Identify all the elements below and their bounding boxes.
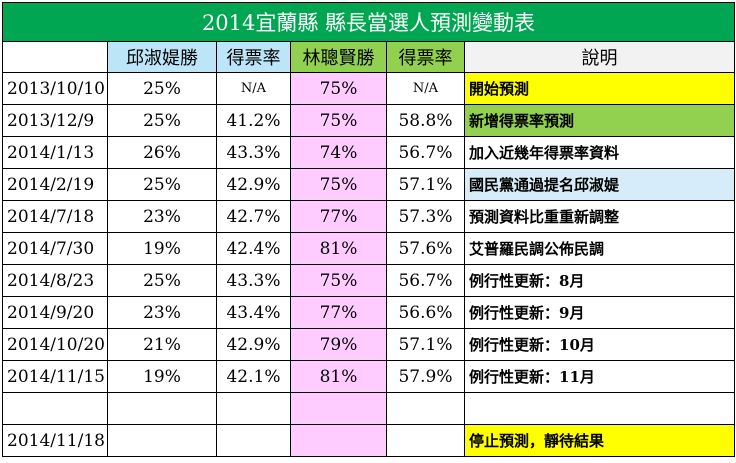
row-rate-b: 57.3% — [386, 200, 465, 233]
header-date — [2, 41, 108, 73]
table-row: 2014/7/18 23% 42.7% 77% 57.3% 預測資料比重重新調整 — [2, 200, 735, 233]
row-candidate-a: 25% — [107, 72, 217, 105]
row-rate-a — [216, 424, 291, 457]
row-candidate-a: 19% — [107, 232, 217, 265]
row-rate-b: 57.1% — [386, 328, 465, 361]
row-note: 停止預測，靜待結果 — [464, 424, 735, 457]
row-rate-a: N/A — [216, 72, 291, 105]
row-date: 2014/11/15 — [2, 360, 108, 393]
row-candidate-b: 81% — [290, 360, 387, 393]
row-candidate-a: 26% — [107, 136, 217, 169]
row-rate-b: N/A — [386, 72, 465, 105]
row-candidate-a: 23% — [107, 200, 217, 233]
table-title: 2014宜蘭縣 縣長當選人預測變動表 — [2, 2, 735, 42]
row-candidate-a — [107, 424, 217, 457]
table-row: 2014/10/20 21% 42.9% 79% 57.1% 例行性更新：10月 — [2, 328, 735, 361]
row-date: 2014/8/23 — [2, 264, 108, 297]
row-note: 例行性更新：8月 — [464, 264, 735, 297]
row-note: 例行性更新：11月 — [464, 360, 735, 393]
row-date: 2013/12/9 — [2, 104, 108, 137]
row-date: 2014/7/30 — [2, 232, 108, 265]
row-candidate-a: 21% — [107, 328, 217, 361]
row-rate-b: 57.6% — [386, 232, 465, 265]
header-candidate-a: 邱淑媞勝 — [107, 41, 217, 73]
row-rate-b: 57.1% — [386, 168, 465, 201]
row-note: 預測資料比重重新調整 — [464, 200, 735, 233]
row-rate-a: 43.3% — [216, 136, 291, 169]
row-note: 國民黨通過提名邱淑媞 — [464, 168, 735, 201]
row-date: 2013/10/10 — [2, 72, 108, 105]
row-candidate-b: 77% — [290, 200, 387, 233]
row-candidate-b: 75% — [290, 264, 387, 297]
table-row: 2013/12/9 25% 41.2% 75% 58.8% 新增得票率預測 — [2, 104, 735, 137]
row-date: 2014/10/20 — [2, 328, 108, 361]
row-rate-b: 56.7% — [386, 136, 465, 169]
row-rate-a: 42.7% — [216, 200, 291, 233]
row-rate-a: 43.4% — [216, 296, 291, 329]
row-candidate-a — [107, 392, 217, 425]
row-date: 2014/11/18 — [2, 424, 108, 457]
row-rate-a: 42.1% — [216, 360, 291, 393]
row-rate-a: 42.9% — [216, 328, 291, 361]
row-date: 2014/7/18 — [2, 200, 108, 233]
table-row: 2014/11/18 停止預測，靜待結果 — [2, 424, 735, 457]
row-rate-b: 57.9% — [386, 360, 465, 393]
table-row: 2014/2/19 25% 42.9% 75% 57.1% 國民黨通過提名邱淑媞 — [2, 168, 735, 201]
row-candidate-a: 25% — [107, 168, 217, 201]
table-row: 2014/8/23 25% 43.3% 75% 56.7% 例行性更新：8月 — [2, 264, 735, 297]
header-candidate-b: 林聰賢勝 — [290, 41, 387, 73]
table-row: 2014/7/30 19% 42.4% 81% 57.6% 艾普羅民調公佈民調 — [2, 232, 735, 265]
row-note: 新增得票率預測 — [464, 104, 735, 137]
row-candidate-a: 23% — [107, 296, 217, 329]
header-notes: 說明 — [464, 41, 735, 73]
row-rate-b: 56.6% — [386, 296, 465, 329]
table-row: 2014/9/20 23% 43.4% 77% 56.6% 例行性更新：9月 — [2, 296, 735, 329]
row-date: 2014/1/13 — [2, 136, 108, 169]
row-candidate-b: 74% — [290, 136, 387, 169]
row-rate-b — [386, 424, 465, 457]
row-rate-b — [386, 392, 465, 425]
row-candidate-b: 75% — [290, 104, 387, 137]
table-body: 2013/10/10 25% N/A 75% N/A 開始預測 2013/12/9 25% 41… — [2, 72, 735, 457]
row-note: 加入近幾年得票率資料 — [464, 136, 735, 169]
row-note: 艾普羅民調公佈民調 — [464, 232, 735, 265]
row-rate-a: 41.2% — [216, 104, 291, 137]
table-row: 2014/11/15 19% 42.1% 81% 57.9% 例行性更新：11月 — [2, 360, 735, 393]
row-note: 開始預測 — [464, 72, 735, 105]
row-candidate-b: 81% — [290, 232, 387, 265]
table-row — [2, 392, 735, 425]
row-rate-a: 43.3% — [216, 264, 291, 297]
row-note — [464, 392, 735, 425]
row-candidate-b — [290, 424, 387, 457]
row-candidate-b — [290, 392, 387, 425]
row-rate-a — [216, 392, 291, 425]
row-rate-b: 58.8% — [386, 104, 465, 137]
row-candidate-b: 77% — [290, 296, 387, 329]
title-row: 2014宜蘭縣 縣長當選人預測變動表 — [2, 2, 735, 42]
row-candidate-a: 25% — [107, 104, 217, 137]
row-rate-a: 42.4% — [216, 232, 291, 265]
row-candidate-b: 79% — [290, 328, 387, 361]
row-note: 例行性更新：10月 — [464, 328, 735, 361]
header-row: 邱淑媞勝 得票率 林聰賢勝 得票率 說明 — [2, 41, 735, 73]
prediction-table: 2014宜蘭縣 縣長當選人預測變動表 邱淑媞勝 得票率 林聰賢勝 得票率 說明 … — [2, 2, 735, 457]
header-rate-b: 得票率 — [386, 41, 465, 73]
row-date: 2014/9/20 — [2, 296, 108, 329]
row-candidate-a: 25% — [107, 264, 217, 297]
row-rate-a: 42.9% — [216, 168, 291, 201]
row-rate-b: 56.7% — [386, 264, 465, 297]
header-rate-a: 得票率 — [216, 41, 291, 73]
row-candidate-b: 75% — [290, 72, 387, 105]
row-date: 2014/2/19 — [2, 168, 108, 201]
row-candidate-a: 19% — [107, 360, 217, 393]
row-date — [2, 392, 108, 425]
table-row: 2014/1/13 26% 43.3% 74% 56.7% 加入近幾年得票率資料 — [2, 136, 735, 169]
table-row: 2013/10/10 25% N/A 75% N/A 開始預測 — [2, 72, 735, 105]
row-candidate-b: 75% — [290, 168, 387, 201]
row-note: 例行性更新：9月 — [464, 296, 735, 329]
